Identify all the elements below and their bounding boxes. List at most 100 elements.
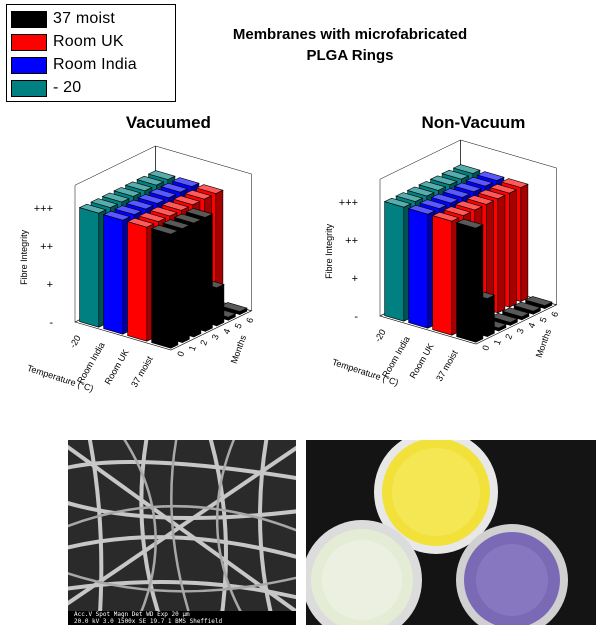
y-tick-label: +	[47, 279, 53, 291]
bar-37-moist-m0	[455, 218, 484, 343]
bar-top	[149, 206, 178, 217]
month-tick-label: 4	[221, 327, 232, 335]
month-tick-label: 3	[210, 333, 221, 341]
bar-top	[455, 218, 484, 229]
month-tick-label: 1	[187, 344, 198, 352]
bar-top	[102, 210, 131, 221]
bar-room-india-m0	[407, 204, 436, 329]
bar-top	[500, 178, 529, 188]
bar-top	[418, 181, 447, 191]
month-tick-label: 4	[526, 321, 537, 329]
bar-top	[452, 164, 481, 174]
legend-label: Room India	[53, 56, 137, 73]
bar-top	[431, 211, 460, 222]
legend-item: Room UK	[11, 32, 124, 52]
bar-top	[150, 224, 179, 235]
bar-top	[513, 301, 542, 312]
bar-top	[126, 217, 155, 228]
figure-title-line2: PLGA Rings	[306, 47, 394, 64]
bar-top	[419, 199, 448, 209]
bar-top	[489, 183, 518, 194]
bar-top	[466, 195, 495, 205]
legend-label: 37 moist	[53, 10, 116, 27]
bar-top	[430, 193, 459, 204]
bar-front	[103, 214, 124, 335]
months-axis-label: Months	[229, 333, 249, 365]
bar-top	[162, 219, 191, 229]
y-axis-label: Fibre Integrity	[324, 223, 334, 279]
y-axis-label: Fibre Integrity	[19, 229, 29, 285]
bar-front	[432, 215, 453, 336]
bar-top	[184, 189, 213, 200]
legend-swatch	[11, 33, 47, 51]
bar-top	[90, 198, 119, 208]
month-tick-label: 0	[480, 344, 491, 352]
sem-scale-bar: Acc.V Spot Magn Det WD Exp 20 µm 20.0 kV…	[68, 611, 296, 625]
bar-front	[127, 221, 148, 342]
sem-micrograph: Acc.V Spot Magn Det WD Exp 20 µm 20.0 kV…	[68, 440, 296, 625]
bar-front	[408, 208, 429, 329]
bar-top	[124, 181, 153, 192]
bar-37-moist-m5	[513, 301, 542, 315]
bar-side	[486, 294, 495, 338]
figure-title: Membranes with microfabricated PLGA Ring…	[180, 24, 520, 66]
bar-top	[477, 189, 506, 200]
bar-top	[429, 175, 458, 186]
bar-top	[101, 192, 130, 203]
bar-37-moist-m6	[219, 302, 248, 316]
bar-top	[501, 307, 530, 318]
bar-top	[125, 199, 154, 210]
bar-top	[443, 206, 472, 216]
bar-top	[173, 213, 202, 224]
bar-37-moist-m0	[150, 224, 179, 349]
y-tick-label: +	[352, 273, 358, 285]
chart-title: Non-Vacuum	[421, 113, 525, 132]
bar-top	[383, 197, 412, 208]
bar-side	[216, 283, 225, 327]
legend-item: Room India	[11, 55, 137, 75]
x-tick-label: -20	[373, 328, 388, 344]
bar-top	[195, 184, 224, 194]
y-tick-label: -	[49, 317, 53, 329]
y-tick-label: -	[354, 311, 358, 323]
bar-37-moist-m6	[524, 296, 553, 310]
x-tick-label: 37 moist	[129, 354, 155, 389]
y-tick-label: +++	[339, 197, 358, 209]
bar-top	[185, 208, 214, 218]
bar-side	[193, 219, 202, 338]
bar-room-uk-m0	[126, 217, 155, 342]
bar-front	[151, 228, 172, 349]
y-tick-label: ++	[345, 235, 358, 247]
bar-top	[395, 192, 424, 202]
bar-top	[113, 187, 142, 197]
legend-swatch	[11, 79, 47, 97]
bar-top	[160, 182, 189, 193]
legend-label: - 20	[53, 79, 82, 96]
legend-swatch	[11, 10, 47, 28]
month-tick-label: 1	[492, 338, 503, 346]
month-tick-label: 2	[198, 339, 209, 347]
x-tick-label: -20	[68, 334, 83, 350]
bar-side	[520, 183, 529, 303]
bar-top	[490, 312, 519, 323]
bar-top	[137, 194, 166, 204]
bar-room-india-m0	[102, 210, 131, 335]
month-tick-label: 6	[549, 310, 560, 318]
bar-top	[136, 175, 165, 186]
bar-front	[384, 201, 405, 322]
chart-title: Vacuumed	[126, 113, 211, 132]
bar-front	[79, 207, 100, 328]
bar-side	[508, 189, 517, 308]
bar-side	[182, 224, 190, 344]
petri-dish-photo	[306, 440, 596, 625]
bar-top	[524, 296, 553, 306]
x-tick-label: 37 moist	[434, 348, 460, 383]
bar-side	[170, 230, 179, 349]
bar--20-m0	[383, 197, 412, 322]
bar-top	[219, 302, 248, 312]
x-tick-label: Room UK	[103, 348, 131, 387]
month-tick-label: 3	[515, 327, 526, 335]
